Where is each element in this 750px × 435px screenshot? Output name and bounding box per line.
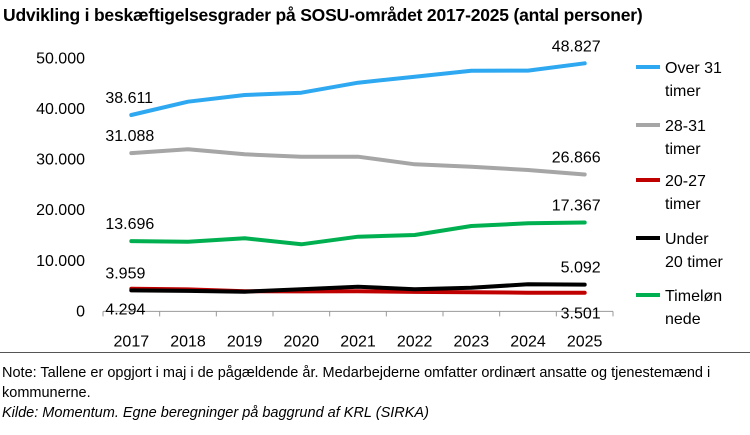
source-text: Kilde: Momentum. Egne beregninger på bag…: [2, 405, 429, 421]
x-tick-label: 2020: [284, 333, 320, 350]
note-text: Note: Tallene er opgjort i maj i de pågæ…: [2, 365, 711, 401]
legend-label: Over 31: [665, 60, 722, 77]
y-tick-label: 0: [76, 303, 85, 320]
chart-title: Udvikling i beskæftigelsesgrader på SOSU…: [3, 5, 643, 25]
y-tick-label: 20.000: [36, 202, 85, 219]
y-tick-label: 30.000: [36, 152, 85, 169]
x-tick-label: 2018: [170, 333, 206, 350]
legend-label: 28-31: [665, 118, 706, 135]
legend-label: timer: [665, 141, 701, 158]
legend-label: Timeløn: [665, 288, 722, 305]
x-tick-label: 2024: [510, 333, 546, 350]
data-label: 3.501: [561, 306, 601, 323]
notes: Note: Tallene er opgjort i maj i de pågæ…: [2, 363, 742, 423]
series-line-0: [129, 61, 587, 117]
x-tick-label: 2025: [567, 333, 603, 350]
x-tick-label: 2022: [397, 333, 433, 350]
data-label: 13.696: [105, 216, 154, 233]
legend-label: Under: [665, 231, 709, 248]
data-label: 31.088: [105, 128, 154, 145]
separator-line: [0, 352, 750, 353]
y-tick-label: 50.000: [36, 50, 85, 67]
legend-label: timer: [665, 196, 701, 213]
data-label: 17.367: [552, 198, 601, 215]
data-label: 4.294: [105, 302, 145, 319]
x-tick-label: 2023: [454, 333, 490, 350]
x-tick-label: 2019: [227, 333, 263, 350]
legend-label: 20-27: [665, 173, 706, 190]
data-label: 26.866: [552, 149, 601, 166]
x-tick-label: 2021: [340, 333, 376, 350]
data-label: 3.959: [105, 265, 145, 282]
x-tick-label: 2017: [114, 333, 150, 350]
legend-label: nede: [665, 311, 701, 328]
data-label: 38.611: [105, 90, 153, 107]
y-tick-label: 10.000: [36, 253, 85, 270]
y-tick-label: 40.000: [36, 101, 85, 118]
data-label: 5.092: [561, 260, 601, 277]
series-line-1: [129, 147, 587, 177]
legend-label: 20 timer: [665, 254, 723, 271]
data-label: 48.827: [552, 38, 601, 55]
series-line-4: [129, 220, 587, 247]
legend-label: timer: [665, 83, 701, 100]
line-chart: 0 10.000 20.000 30.000 40.000 50.000 2017 2018 2…: [36, 38, 723, 350]
